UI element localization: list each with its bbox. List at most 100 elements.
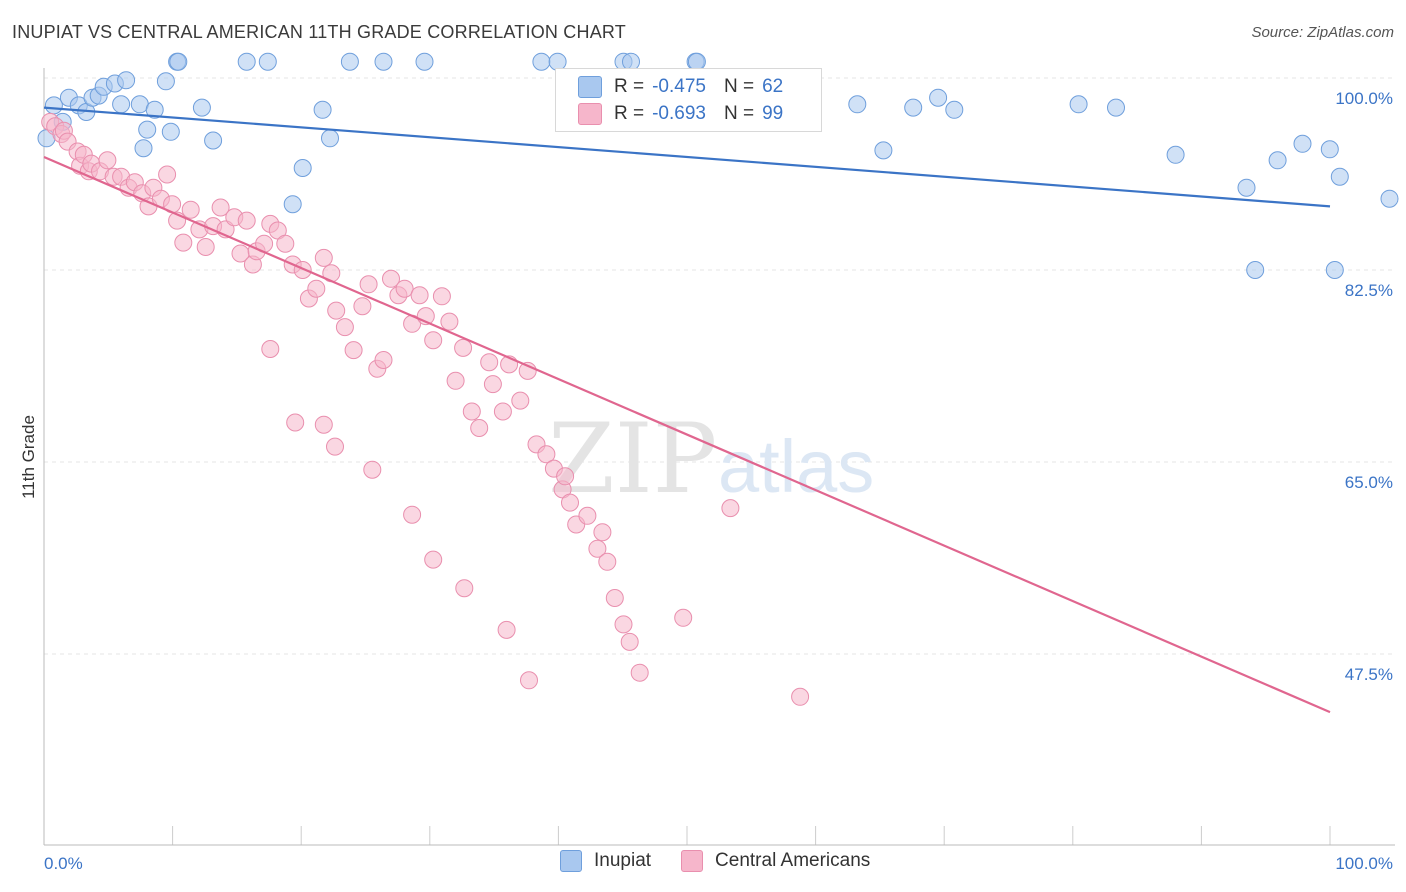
legend-r-value: -0.475 — [652, 76, 706, 97]
inupiat-point — [1380, 189, 1399, 208]
source-label: Source: ZipAtlas.com — [1251, 24, 1394, 41]
central-americans-point — [493, 402, 512, 421]
chart-title: INUPIAT VS CENTRAL AMERICAN 11TH GRADE C… — [12, 22, 626, 42]
inupiat-point — [169, 52, 188, 71]
inupiat-point — [1166, 145, 1185, 164]
axis-layer — [43, 68, 1395, 846]
central-americans-point — [286, 413, 305, 432]
legend-n-label: N = — [723, 76, 755, 97]
legend-row-central-americans: R = -0.693 N = 99 — [578, 101, 783, 127]
central-americans-point — [614, 615, 633, 634]
legend-r-value: -0.693 — [652, 103, 706, 124]
inupiat-point — [848, 95, 867, 114]
central-americans-point — [314, 415, 333, 434]
inupiat-point — [945, 100, 964, 119]
tick-layer: 100.0% 82.5% 65.0% 47.5% 0.0% 100.0% — [44, 89, 1393, 873]
central-americans-point — [174, 233, 193, 252]
central-americans-point — [561, 493, 579, 512]
central-americans-point — [721, 499, 740, 518]
inupiat-point — [321, 129, 339, 148]
inupiat-point — [415, 52, 434, 71]
inupiat-point — [929, 88, 948, 107]
central-americans-point — [440, 312, 459, 331]
central-americans-point — [511, 391, 530, 410]
series-label-inupiat: Inupiat — [594, 850, 652, 871]
central-americans-point — [446, 371, 465, 390]
legend-n-label: N = — [723, 103, 755, 124]
inupiat-point — [1237, 178, 1256, 197]
central-americans-point — [556, 467, 575, 486]
inupiat-point — [532, 52, 551, 71]
series-swatch-central-americans — [681, 850, 704, 872]
central-americans-point — [432, 287, 451, 306]
central-americans-point — [335, 318, 354, 337]
inupiat-point — [904, 98, 923, 117]
central-americans-point — [593, 523, 612, 542]
inupiat-point — [145, 100, 164, 119]
central-americans-point — [181, 200, 200, 219]
central-americans-point — [363, 460, 382, 479]
inupiat-point — [1293, 134, 1312, 153]
central-americans-point — [237, 211, 256, 230]
inupiat-point — [1325, 261, 1344, 279]
central-americans-point — [454, 338, 473, 357]
central-americans-point — [395, 279, 414, 298]
central-americans-point — [410, 286, 429, 305]
inupiat-point — [340, 52, 359, 71]
central-americans-point — [605, 589, 624, 607]
central-americans-point — [314, 248, 333, 267]
series-swatch-inupiat — [560, 850, 582, 872]
central-americans-point — [424, 331, 443, 350]
central-americans-point — [359, 275, 378, 294]
central-americans-point — [674, 608, 693, 627]
legend-n-value: 62 — [762, 76, 784, 97]
points-layer — [37, 52, 1399, 706]
inupiat-point — [874, 141, 893, 160]
inupiat-point — [1069, 95, 1088, 114]
y-tick-label: 65.0% — [1345, 473, 1393, 492]
central-americans-trend-line — [43, 155, 1331, 714]
central-americans-point — [382, 269, 400, 288]
inupiat-point — [374, 52, 393, 71]
central-americans-point — [307, 279, 326, 298]
inupiat-point — [283, 195, 302, 214]
legend-swatch-central-americans — [578, 103, 602, 125]
central-americans-point — [480, 353, 499, 372]
inupiat-point — [258, 52, 277, 71]
y-tick-label: 82.5% — [1345, 281, 1393, 300]
central-americans-point — [470, 419, 489, 437]
central-americans-point — [293, 261, 312, 279]
inupiat-point — [117, 71, 136, 90]
central-americans-point — [424, 550, 443, 569]
central-americans-point — [537, 445, 556, 464]
watermark-atlas: atlas — [718, 425, 874, 508]
x-tick-label: 100.0% — [1335, 854, 1393, 873]
inupiat-point — [204, 131, 223, 150]
series-legend: Inupiat Central Americans — [560, 850, 900, 872]
central-americans-point — [326, 437, 344, 456]
central-americans-point — [196, 238, 215, 256]
inupiat-point — [237, 52, 256, 71]
legend-swatch-inupiat — [578, 76, 602, 98]
central-americans-point — [791, 687, 810, 706]
inupiat-point — [293, 159, 312, 177]
inupiat-point — [134, 139, 153, 158]
watermark: ZIP atlas — [548, 403, 874, 515]
central-americans-point — [483, 375, 502, 394]
central-americans-point — [578, 506, 597, 525]
central-americans-point — [403, 505, 422, 524]
central-americans-point — [520, 671, 538, 690]
central-americans-point — [211, 198, 230, 217]
central-americans-point — [620, 632, 639, 651]
inupiat-point — [1268, 151, 1287, 170]
central-americans-point — [98, 151, 117, 170]
y-axis-label: 11th Grade — [19, 415, 38, 499]
central-americans-point — [588, 539, 607, 558]
y-tick-label: 47.5% — [1345, 665, 1393, 684]
central-americans-point — [630, 663, 649, 682]
inupiat-point — [1107, 98, 1125, 117]
central-americans-point — [344, 341, 363, 360]
inupiat-point — [1246, 261, 1265, 279]
legend-r-label: R = — [614, 103, 645, 124]
